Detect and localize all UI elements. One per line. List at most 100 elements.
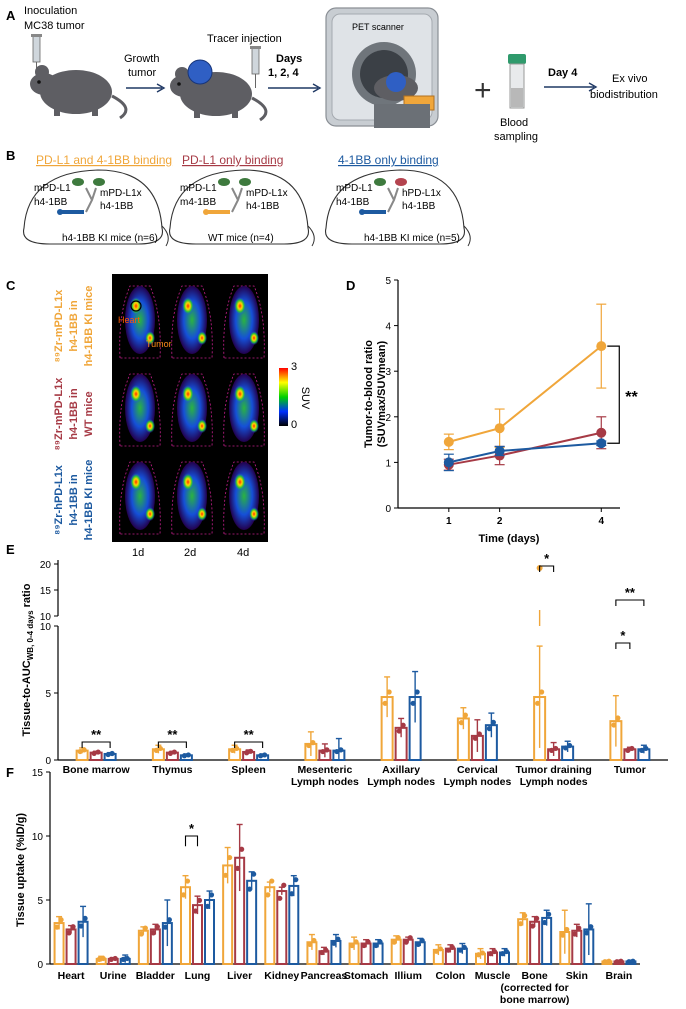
data-dot — [157, 745, 163, 752]
color-scale-max: 3 — [291, 361, 297, 373]
data-dot — [602, 959, 608, 965]
days-values-label: 1, 2, 4 — [268, 67, 299, 79]
category-label: Cervical — [457, 764, 498, 776]
significance-bracket — [539, 565, 555, 572]
data-dot — [58, 917, 64, 923]
y-tick-label: 4 — [385, 322, 391, 333]
4-1bb-receptor-icon — [206, 210, 230, 214]
significance-stars: * — [620, 628, 626, 643]
data-dot — [407, 935, 413, 941]
row-label-0-0: ⁸⁹Zr-mPD-L1x — [53, 289, 65, 363]
panel-b: B PD-L1 and 4-1BB binding mPD-L1 h4-1BB mPD… — [6, 148, 471, 247]
column-label-4d: 4d — [237, 547, 249, 559]
antibody-arm-icon — [93, 178, 105, 186]
pet-heart-signal — [234, 385, 246, 403]
4-1bb-receptor-icon — [362, 210, 386, 214]
growth-label-1: Growth — [124, 53, 159, 65]
data-point-red — [596, 427, 607, 438]
group-title-1: PD-L1 only binding — [182, 153, 283, 167]
y-tick-label: 5 — [385, 276, 391, 287]
data-dot — [70, 924, 76, 930]
data-point-blue — [443, 457, 454, 468]
row-label-2-1: h4-1BB in — [68, 474, 80, 526]
series-line-orange — [448, 345, 602, 443]
significance-bracket — [81, 741, 111, 748]
exvivo-label-2: biodistribution — [590, 89, 658, 101]
data-dot — [120, 956, 126, 962]
mouse-icon — [30, 65, 128, 120]
data-dot — [204, 903, 211, 910]
category-label: Urine — [100, 970, 127, 982]
data-dot — [307, 941, 313, 948]
data-dot — [244, 750, 250, 756]
panel-e-label: E — [6, 542, 15, 557]
data-dot — [499, 951, 506, 957]
category-label: Lung — [185, 970, 211, 982]
group-title-2: 4-1BB only binding — [338, 153, 439, 167]
bar-red — [276, 890, 288, 965]
data-dot — [382, 700, 388, 706]
bispecific-antibody-icon — [231, 187, 243, 213]
syringe-icon — [250, 46, 261, 88]
plus-icon: + — [474, 74, 492, 107]
antibody-arm-icon — [395, 178, 407, 186]
row-label-2-2: h4-1BB KI mice — [83, 460, 95, 541]
exvivo-label-1: Ex vivo — [612, 73, 647, 85]
y-tick-label: 5 — [45, 689, 51, 700]
pet-tumor-signal — [197, 331, 207, 345]
data-dot — [54, 924, 60, 930]
data-dot — [553, 745, 559, 752]
pet-tumor-signal — [249, 419, 259, 433]
left-receptor-label-1: mPD-L1 — [336, 183, 373, 194]
y-axis-label-subscript: WB, 0-4 days — [26, 610, 35, 660]
data-dot — [96, 956, 102, 962]
mouse-silhouette-outline — [119, 285, 161, 359]
panel-e: E 10 15 20 0 5 10 Tissue-to-AUCWB, 0-4 days ra… — [6, 542, 668, 788]
data-dot — [419, 937, 425, 944]
data-dot — [461, 944, 467, 951]
mouse-silhouette-outline — [223, 373, 265, 447]
row-label-1-1: h4-1BB in — [68, 388, 80, 440]
arrow-right-icon — [126, 83, 166, 93]
bar-blue — [204, 899, 215, 965]
category-label: Brain — [606, 970, 633, 982]
mouse-silhouette-outline — [171, 285, 213, 359]
data-dot — [124, 955, 130, 962]
data-dot — [549, 747, 555, 753]
mouse-with-tumor-icon — [170, 59, 268, 122]
data-dot — [584, 930, 590, 936]
data-dot — [576, 925, 582, 931]
significance-bracket — [615, 642, 631, 649]
x-tick-label: 2 — [497, 516, 503, 527]
y-tick-label-upper: 20 — [40, 560, 52, 571]
bispecific-antibody-icon — [387, 187, 399, 213]
y-tick-label: 10 — [32, 832, 44, 843]
data-dot — [181, 753, 187, 759]
mice-label-1: WT mice (n=4) — [208, 233, 274, 244]
significance-stars: * — [189, 821, 195, 836]
data-dot — [230, 747, 236, 753]
data-dot — [546, 911, 552, 917]
data-dot — [639, 747, 645, 753]
y-axis-label-2: (SUVmax/SUVmean) — [376, 340, 388, 447]
y-tick-label: 2 — [385, 413, 391, 424]
row-label-0-1: h4-1BB in — [68, 300, 80, 352]
bar-orange — [180, 886, 191, 966]
data-point-blue — [494, 446, 505, 456]
pet-heart-signal — [130, 473, 142, 491]
panel-c-label: C — [6, 278, 16, 293]
right-receptor-label-1: mPD-L1x — [246, 188, 288, 199]
data-dot — [403, 939, 409, 945]
significance-bracket — [184, 835, 199, 847]
data-dot — [618, 958, 624, 964]
data-dot — [251, 871, 257, 877]
row-label-2-0: ⁸⁹Zr-hPD-L1x — [53, 464, 65, 535]
data-dot — [615, 715, 621, 721]
data-dot — [437, 946, 443, 952]
data-dot — [105, 751, 111, 758]
pd-l1-receptor-icon — [218, 178, 230, 186]
panel-a: A Inoculation MC38 tumor Growth tumor — [6, 5, 658, 143]
data-dot — [567, 742, 573, 749]
data-dot — [353, 939, 359, 945]
data-dot — [539, 689, 545, 695]
